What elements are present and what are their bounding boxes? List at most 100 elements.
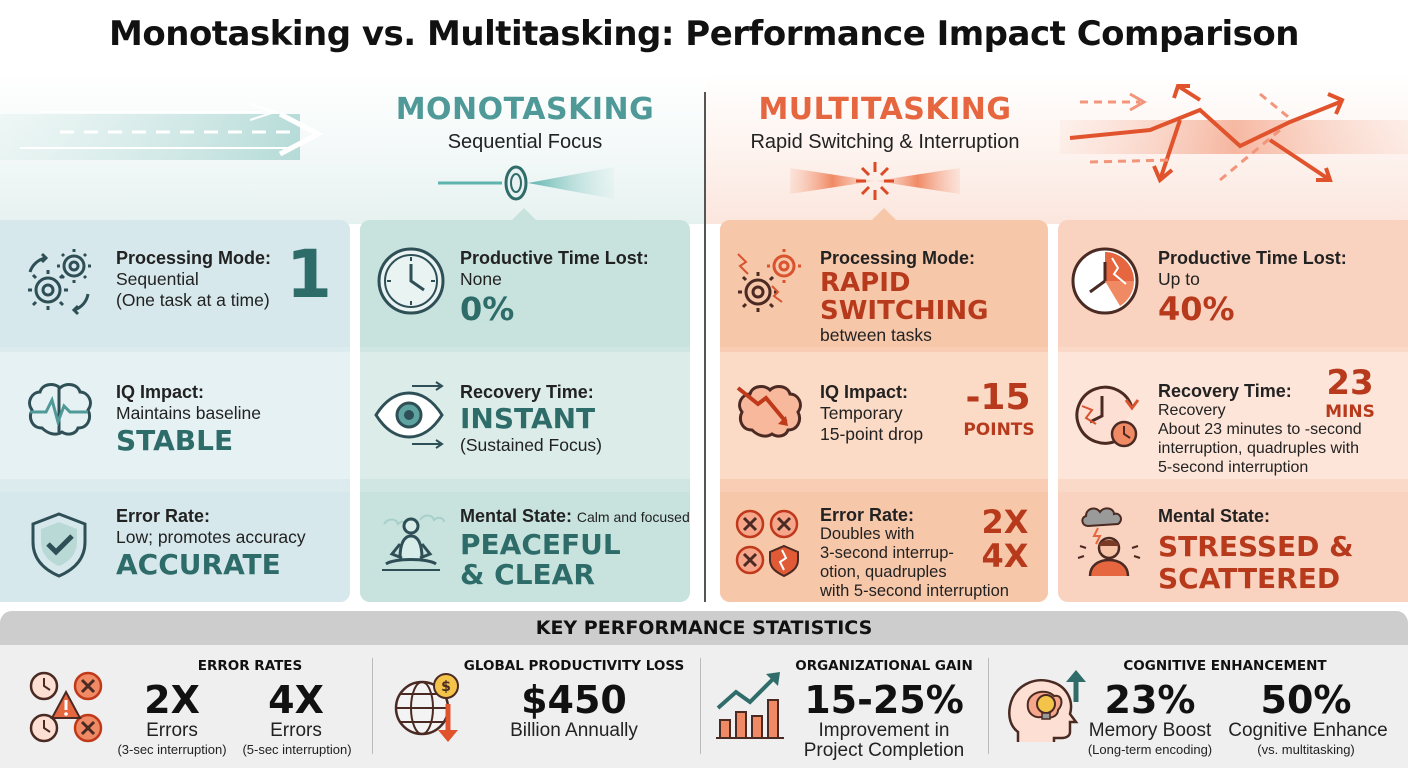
multi-time-row: Productive Time Lost: Up to 40% [1058,220,1408,347]
multi-processing-big1: RAPID [820,268,911,298]
error-rates-a-line: Errors [146,720,198,741]
burst-icon [790,162,960,200]
mono-recovery-text: Recovery Time: INSTANT (Sustained Focus) [460,382,602,456]
head-bulb-icon [1008,670,1086,742]
mono-mental-big2: & CLEAR [460,558,595,591]
stats-heading: KEY PERFORMANCE STATISTICS [0,611,1408,645]
cognitive-b-small: (vs. multitasking) [1257,742,1355,757]
multi-processing-label: Processing Mode: [820,248,976,268]
monotasking-subheading: Sequential Focus [447,131,603,153]
multi-recovery-row: Recovery Time: Recovery About 23 minutes… [1058,352,1408,479]
target-icon [438,165,614,201]
mono-time-big: 0% [460,290,515,328]
multi-recovery-line1: About 23 minutes to -second [1158,421,1362,438]
error-rates-b-small: (5-sec interruption) [242,742,352,757]
multi-mental-row: Mental State: STRESSED & SCATTERED [1058,492,1408,602]
mono-mental-big1: PEACEFUL [460,528,621,561]
center-divider [704,92,706,602]
multi-mental-label: Mental State: [1158,506,1271,526]
mono-iq-text: IQ Impact: Maintains baseline STABLE [116,382,261,458]
cognitive-a-small: (Long-term encoding) [1087,742,1213,757]
multi-recovery-value: Recovery [1158,402,1226,419]
multi-iq-text: IQ Impact: Temporary 15-point drop [820,382,923,445]
organizational-line2: Project Completion [803,740,965,761]
clock-warning-icon [29,671,103,743]
clock-icon [377,247,445,315]
error-rates-a-small: (3-sec interruption) [117,742,227,757]
monotasking-heading: MONOTASKING [395,92,655,127]
multi-time-value: Up to [1158,269,1200,289]
multi-iq-label: IQ Impact: [820,382,909,402]
multi-error-line4: with 5-second interruption [820,582,1009,600]
multi-error-label: Error Rate: [820,505,915,525]
multi-iq-value: Temporary [820,403,903,423]
cognitive-a-line: Memory Boost [1088,720,1212,741]
mono-error-row: Error Rate: Low; promotes accuracy ACCUR… [0,492,350,602]
stat-separator-2 [700,658,701,754]
meditation-icon [382,514,445,571]
multitasking-subheading: Rapid Switching & Interruption [750,131,1020,153]
multi-processing-big2: SWITCHING [820,296,989,326]
organizational-line1: Improvement in [818,720,950,741]
multi-mental-text: Mental State: STRESSED & SCATTERED [1158,506,1354,595]
productivity-title: GLOBAL PRODUCTIVITY LOSS [463,658,685,674]
organizational-big: 15-25% [804,678,964,722]
mono-recovery-big: INSTANT [460,402,596,435]
multi-mental-big1: STRESSED & [1158,530,1354,563]
eye-icon [374,381,444,449]
mono-iq-value: Maintains baseline [116,403,261,423]
multi-error-big1: 2X [981,503,1029,541]
multi-iq-unit: POINTS [963,420,1035,440]
multi-time-label: Productive Time Lost: [1158,248,1347,268]
stressed-person-icon [1077,507,1141,577]
mono-time-text: Productive Time Lost: None 0% [460,248,649,328]
gears-icon [28,249,91,316]
multi-error-row: Error Rate: Doubles with 3-second interr… [720,492,1048,602]
straight-arrows-icon [0,103,324,160]
error-rates-a-big: 2X [144,678,200,722]
stat-separator-1 [372,658,373,754]
multi-recovery-unit: MINS [1325,402,1375,422]
multi-processing-text: Processing Mode: RAPID SWITCHING between… [820,248,988,346]
mono-time-label: Productive Time Lost: [460,248,649,268]
mono-processing-text: Processing Mode: Sequential (One task at… [116,248,271,311]
multi-time-big: 40% [1158,290,1235,328]
mono-mental-value: Calm and focused [576,509,690,525]
organizational-title: ORGANIZATIONAL GAIN [795,658,973,674]
svg-text:$: $ [441,679,451,695]
growth-chart-icon [716,672,784,739]
brain-drop-icon [736,385,802,438]
broken-gears-icon [737,249,801,312]
multitasking-title: MULTITASKING Rapid Switching & Interrupt… [720,92,1050,154]
cognitive-b-line: Cognitive Enhance [1228,720,1388,741]
multi-processing-detail: between tasks [820,325,932,345]
multi-recovery-big: 23 [1326,363,1374,403]
mono-iq-row: IQ Impact: Maintains baseline STABLE [0,352,350,479]
cognitive-a-big: 23% [1104,678,1196,722]
error-rates-title: ERROR RATES [197,658,303,674]
error-x-icon [735,509,799,578]
mono-recovery-row: Recovery Time: INSTANT (Sustained Focus) [360,352,690,479]
multi-mental-big2: SCATTERED [1158,562,1341,595]
mono-iq-big: STABLE [116,424,234,457]
multi-iq-row: IQ Impact: Temporary 15-point drop -15 P… [720,352,1048,479]
chaotic-arrows-icon [1060,84,1408,184]
multi-iq-big: -15 [965,377,1031,418]
mono-time-row: Productive Time Lost: None 0% [360,220,690,347]
mono-recovery-label: Recovery Time: [460,382,594,402]
error-rates-b-line: Errors [270,720,322,741]
shield-check-icon [31,512,87,578]
multi-error-text: Error Rate: Doubles with 3-second interr… [820,506,1009,601]
mono-processing-big: 1 [286,236,332,313]
mono-recovery-detail: (Sustained Focus) [460,435,603,455]
multi-recovery-line3: 5-second interruption [1158,459,1309,476]
globe-dollar-icon: $ [394,673,459,742]
clock-recovery-icon [1075,385,1140,448]
brain-icon [28,383,92,436]
mono-error-text: Error Rate: Low; promotes accuracy ACCUR… [116,506,306,582]
multi-error-line1: Doubles with [820,525,915,543]
page-title: Monotasking vs. Multitasking: Performanc… [109,14,1299,54]
mono-panel-left: Processing Mode: Sequential (One task at… [0,220,350,602]
multi-recovery-text: Recovery Time: Recovery About 23 minutes… [1158,382,1362,477]
mono-iq-label: IQ Impact: [116,382,205,402]
